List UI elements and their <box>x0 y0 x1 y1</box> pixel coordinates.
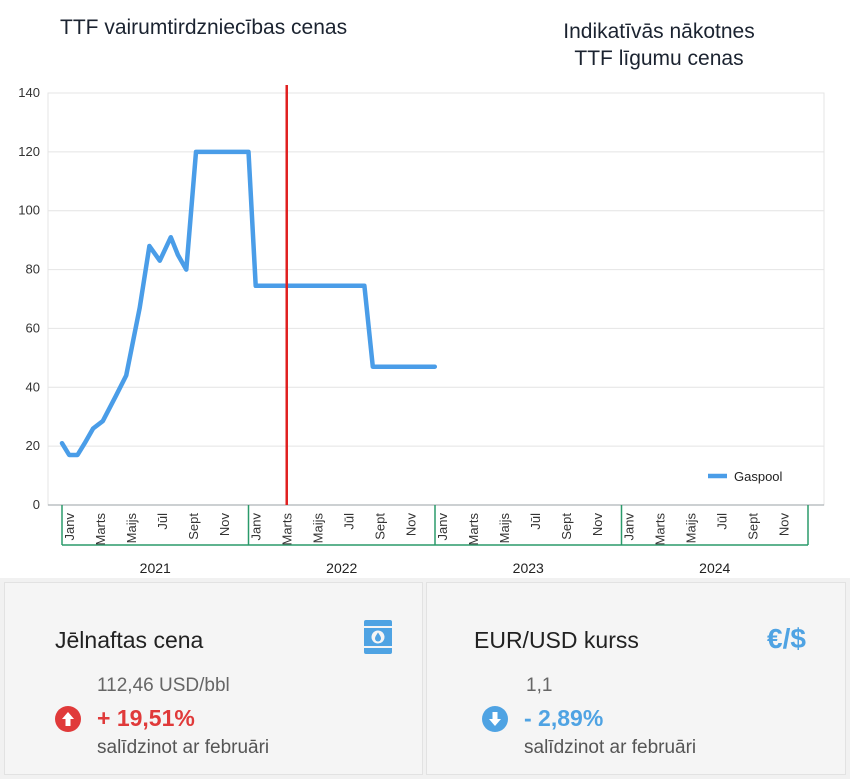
indicator-cards: Jēlnaftas cena 112,46 USD/bbl + 19,51% s… <box>0 578 850 779</box>
euro-dollar-icon: €/$ <box>767 623 806 654</box>
year-label: 2024 <box>699 560 730 576</box>
chart-title-right: Indikatīvās nākotnes TTF līgumu cenas <box>480 18 838 72</box>
y-tick-label: 20 <box>26 438 40 453</box>
ttf-price-chart: 0 20 40 60 80 100 120 140 Janv Marts Maijs Jūl Sept N… <box>18 85 825 576</box>
x-tick-label: Janv <box>435 513 450 541</box>
oil-card-value: 112,46 USD/bbl <box>97 675 230 696</box>
x-tick-label: Sept <box>746 513 761 540</box>
x-tick-label: Janv <box>248 513 263 541</box>
x-tick-label: Maijs <box>683 513 698 544</box>
y-tick-label: 0 <box>33 497 40 512</box>
x-tick-label: Jūl <box>342 513 357 530</box>
fx-card-change: - 2,89% <box>524 705 604 731</box>
arrow-up-icon <box>55 706 81 732</box>
year-label: 2023 <box>513 560 544 576</box>
x-tick-label: Jūl <box>528 513 543 530</box>
chart-title-right-line2: TTF līgumu cenas <box>574 47 744 70</box>
oil-barrel-icon <box>364 620 392 654</box>
x-tick-label: Nov <box>590 513 605 537</box>
x-tick-label: Marts <box>652 513 667 546</box>
x-tick-label: Maijs <box>497 513 512 544</box>
x-tick-label: Nov <box>777 513 792 537</box>
x-tick-label: Janv <box>62 513 77 541</box>
year-label: 2022 <box>326 560 357 576</box>
x-tick-label: Nov <box>217 513 232 537</box>
y-tick-label: 120 <box>18 144 40 159</box>
fx-card-note: salīdzinot ar februāri <box>524 737 697 758</box>
y-tick-label: 140 <box>18 85 40 100</box>
x-tick-label: Jūl <box>715 513 730 530</box>
fx-card-title: EUR/USD kurss <box>474 627 639 653</box>
x-tick-label: Maijs <box>124 513 139 544</box>
y-tick-label: 60 <box>26 320 40 335</box>
oil-card-title: Jēlnaftas cena <box>55 627 204 653</box>
fx-rate-card: EUR/USD kurss €/$ 1,1 - 2,89% salīdzinot… <box>426 582 846 775</box>
oil-card-change: + 19,51% <box>97 705 195 731</box>
chart-title-right-line1: Indikatīvās nākotnes <box>563 20 755 43</box>
chart-title-left: TTF vairumtirdzniecības cenas <box>60 16 348 39</box>
series-line-gaspool <box>59 149 438 458</box>
x-tick-label: Sept <box>373 513 388 540</box>
x-tick-label: Marts <box>466 513 481 546</box>
oil-card-note: salīdzinot ar februāri <box>97 737 270 758</box>
fx-card-value: 1,1 <box>526 675 553 696</box>
x-tick-label: Marts <box>93 513 108 546</box>
year-label: 2021 <box>140 560 171 576</box>
legend-label: Gaspool <box>734 469 783 484</box>
y-tick-label: 80 <box>26 262 40 277</box>
x-tick-label: Maijs <box>310 513 325 544</box>
oil-price-card: Jēlnaftas cena 112,46 USD/bbl + 19,51% s… <box>4 582 423 775</box>
y-tick-label: 100 <box>18 203 40 218</box>
arrow-down-icon <box>482 706 508 732</box>
x-tick-label: Janv <box>621 513 636 541</box>
x-tick-label: Jūl <box>155 513 170 530</box>
plot-area <box>47 92 825 506</box>
x-tick-label: Sept <box>559 513 574 540</box>
y-tick-label: 40 <box>26 379 40 394</box>
x-tick-label: Marts <box>279 513 294 546</box>
x-tick-label: Sept <box>186 513 201 540</box>
x-tick-label: Nov <box>404 513 419 537</box>
